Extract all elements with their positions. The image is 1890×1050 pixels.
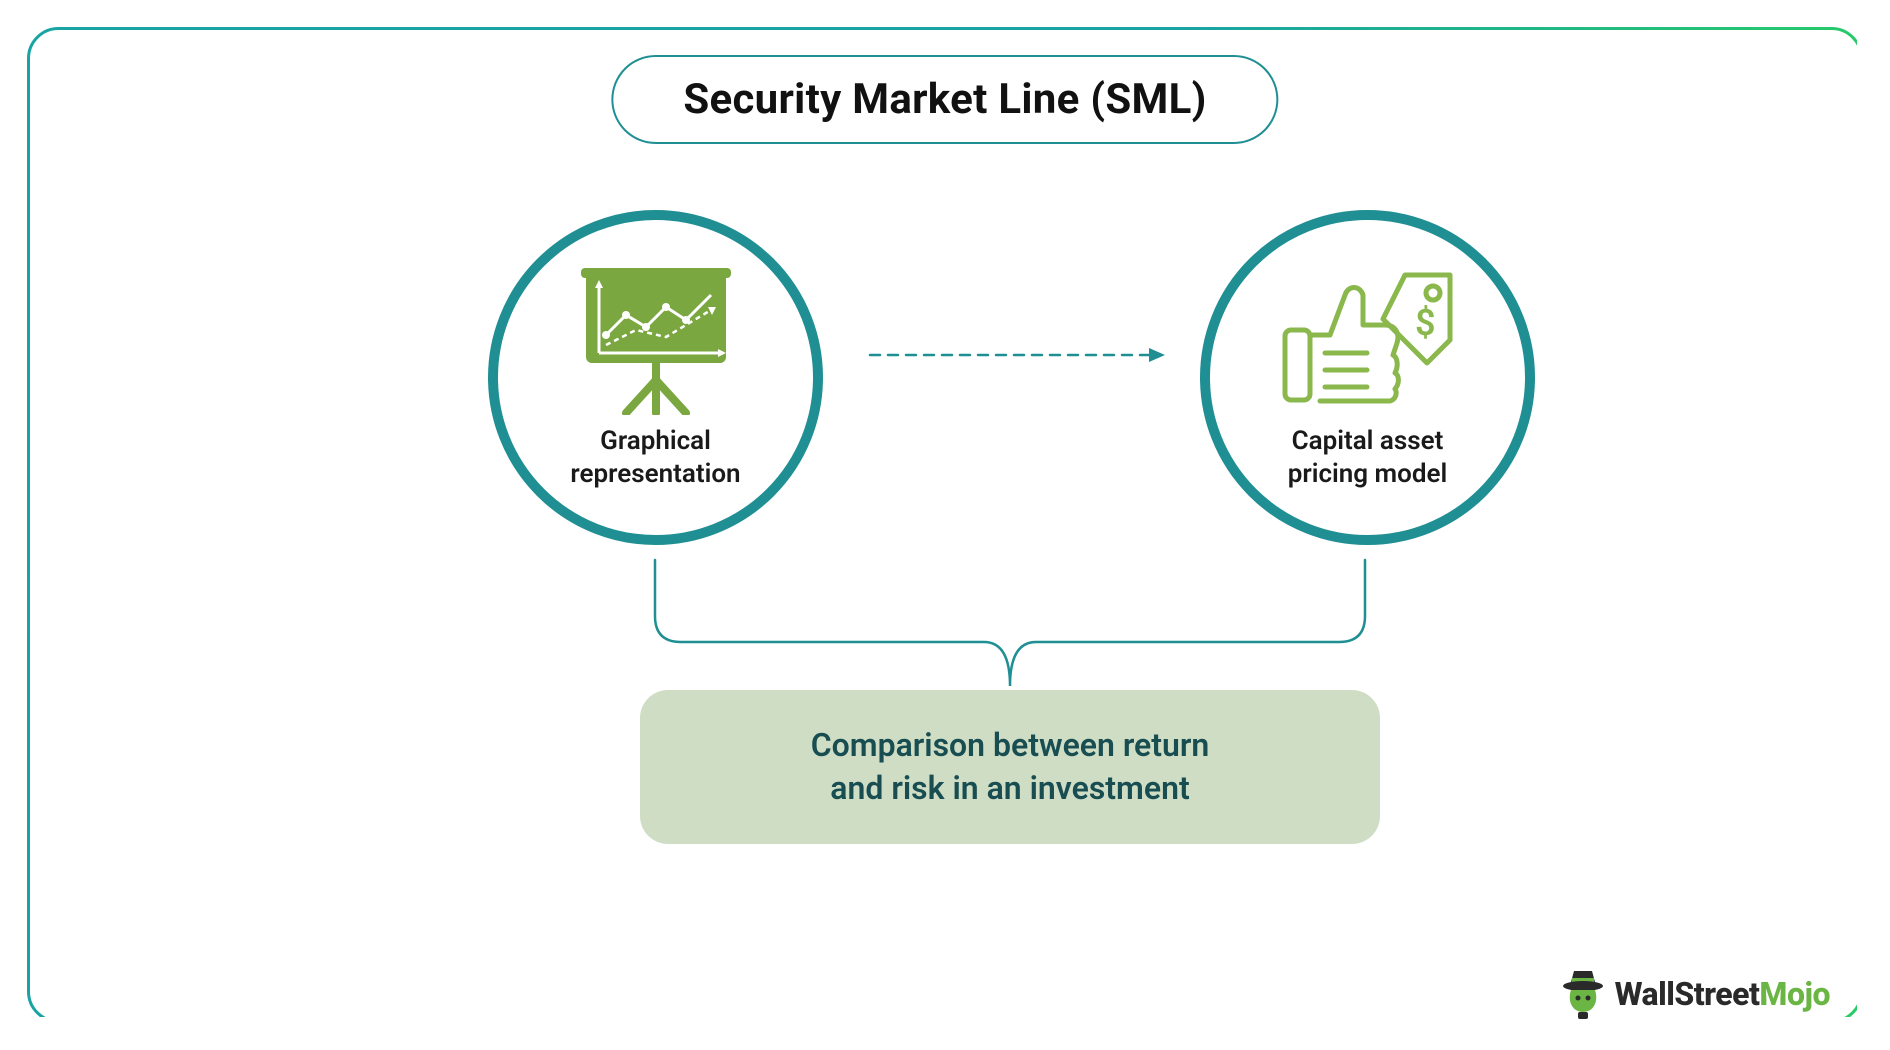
svg-text:$: $ [1415, 302, 1436, 344]
node-left-label: Graphicalrepresentation [570, 425, 740, 490]
summary-text: Comparison between returnand risk in an … [811, 726, 1210, 807]
brand-logo: WallStreetMojo [1561, 968, 1830, 1020]
logo-text: WallStreetMojo [1615, 975, 1830, 1013]
node-right-label: Capital assetpricing model [1288, 425, 1448, 490]
title-text: Security Market Line (SML) [683, 75, 1206, 124]
node-capital-asset-pricing-model: $ Capital assetpricing model [1200, 210, 1535, 545]
node-graphical-representation: Graphicalrepresentation [488, 210, 823, 545]
chart-presentation-icon [571, 265, 741, 415]
pricing-thumbs-up-icon: $ [1275, 265, 1460, 415]
summary-box: Comparison between returnand risk in an … [640, 690, 1380, 844]
mascot-icon [1561, 968, 1605, 1020]
diagram-title: Security Market Line (SML) [611, 55, 1278, 144]
diagram-frame [30, 30, 1860, 1020]
